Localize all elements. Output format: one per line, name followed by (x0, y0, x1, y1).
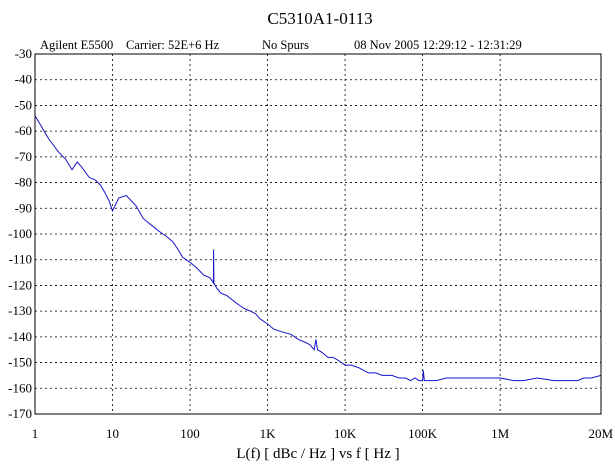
x-tick-label: 1M (491, 426, 510, 441)
chart-title: C5310A1-0113 (267, 9, 372, 28)
y-tick-label: -140 (8, 329, 32, 344)
y-tick-label: -100 (8, 226, 32, 241)
plot-frame (34, 53, 602, 415)
x-tick-label: 1 (32, 426, 39, 441)
y-tick-label: -60 (15, 123, 32, 138)
series-line-0 (34, 115, 602, 382)
y-tick-label: -80 (15, 175, 32, 190)
x-tick-label: 100K (408, 426, 438, 441)
x-axis-label: L(f) [ dBc / Hz ] vs f [ Hz ] (236, 446, 399, 462)
spurs-label: No Spurs (262, 38, 309, 52)
x-tick-label: 10K (334, 426, 357, 441)
x-tick-label: 100 (180, 426, 200, 441)
y-tick-label: -70 (15, 149, 32, 164)
y-tick-label: -110 (9, 252, 32, 267)
timestamp-label: 08 Nov 2005 12:29:12 - 12:31:29 (354, 38, 522, 52)
y-tick-label: -150 (8, 355, 32, 370)
y-tick-label: -130 (8, 303, 32, 318)
x-tick-label: 10 (106, 426, 119, 441)
y-tick-label: -160 (8, 380, 32, 395)
y-tick-label: -90 (15, 200, 32, 215)
plot-series (34, 115, 602, 382)
y-axis-tick-labels: -30 -40 -50 -60 -70 -80 -90 -100 -110 -120 -130 -14… (8, 46, 32, 421)
y-tick-label: -170 (8, 406, 32, 421)
y-tick-label: -40 (15, 72, 32, 87)
y-tick-label: -30 (15, 46, 32, 61)
y-tick-label: -120 (8, 277, 32, 292)
x-tick-label: 1K (260, 426, 277, 441)
x-tick-label: 20M (588, 426, 613, 441)
y-tick-label: -50 (15, 97, 32, 112)
x-axis-tick-labels: 1 10 100 1K 10K 100K 1M 20M (32, 426, 614, 441)
carrier-label: Carrier: 52E+6 Hz (126, 38, 220, 52)
instrument-label: Agilent E5500 (40, 38, 113, 52)
grid (35, 54, 601, 414)
